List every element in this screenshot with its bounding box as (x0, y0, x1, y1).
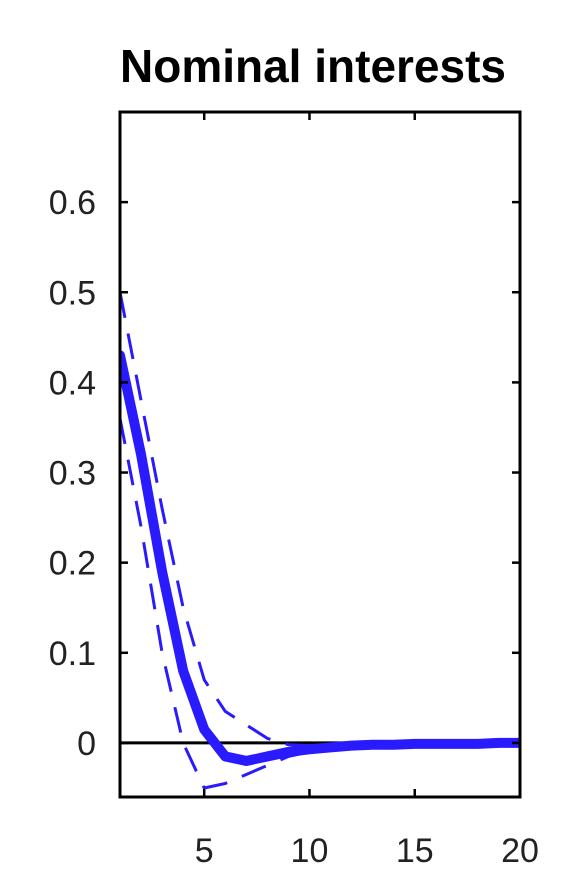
series-line-lower-bound (120, 418, 520, 790)
x-tick-label-2: 15 (396, 832, 434, 870)
axes: 0 0.1 0.2 0.3 0.4 0.5 0.6 5 10 15 20 (49, 110, 539, 870)
series-line-median (120, 350, 520, 766)
x-tick-label-3: 20 (501, 832, 539, 870)
y-tick-label-2: 0.2 (49, 545, 96, 583)
series-group (120, 291, 520, 790)
chart-title: Nominal interests (120, 40, 506, 92)
y-tick-label-1: 0.1 (49, 635, 96, 673)
x-tick-label-1: 10 (291, 832, 329, 870)
plot-frame (118, 110, 522, 799)
plot-area (120, 291, 520, 790)
y-tick-label-5: 0.5 (49, 274, 96, 312)
y-tick-label-0: 0 (77, 725, 96, 763)
y-tick-label-6: 0.6 (49, 184, 96, 222)
y-tick-label-4: 0.4 (49, 364, 96, 402)
series-line-upper-bound (120, 291, 520, 748)
y-tick-label-3: 0.3 (49, 455, 96, 493)
x-tick-label-0: 5 (195, 832, 214, 870)
